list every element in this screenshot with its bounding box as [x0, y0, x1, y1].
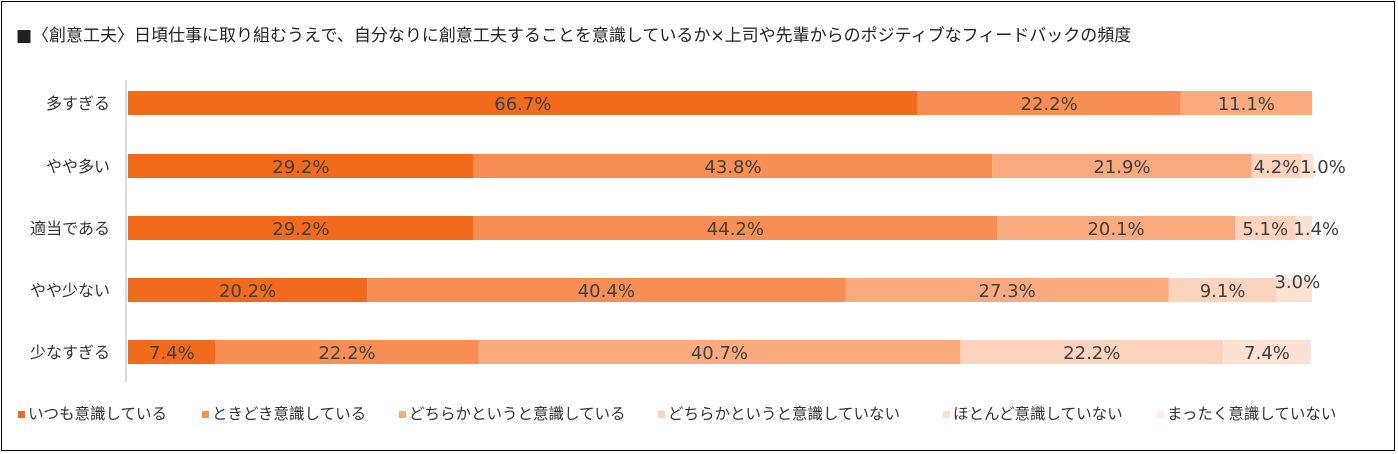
data-label: 29.2%	[272, 219, 329, 240]
bar-segment	[128, 91, 918, 115]
data-label: 27.3%	[979, 281, 1036, 302]
bar-segment	[128, 340, 216, 364]
bar-segment	[1223, 340, 1311, 364]
data-label: 20.2%	[219, 281, 276, 302]
data-label: 40.4%	[578, 281, 635, 302]
data-label: 4.2%	[1254, 157, 1300, 178]
legend-swatch	[202, 411, 209, 418]
bar-segment	[1180, 91, 1312, 115]
legend-swatch	[943, 411, 950, 418]
data-label: 7.4%	[1244, 343, 1290, 364]
category-label: やや少ない	[30, 281, 110, 300]
data-label: 66.7%	[494, 94, 551, 115]
bar-segment	[1168, 278, 1277, 302]
data-label: 40.7%	[691, 343, 748, 364]
bar-segment	[128, 278, 368, 302]
legend-label: どちらかというと意識していない	[668, 404, 900, 423]
data-label: 20.1%	[1087, 219, 1144, 240]
data-label: 29.2%	[272, 157, 329, 178]
bar-segment	[960, 340, 1224, 364]
data-label: 22.2%	[318, 343, 375, 364]
bar-segment	[1235, 216, 1296, 240]
legend-label: ほとんど意識していない	[953, 404, 1123, 423]
category-label: 多すぎる	[46, 94, 110, 113]
data-label: 7.4%	[149, 343, 195, 364]
bar-segment	[128, 216, 474, 240]
bar-segment	[1251, 154, 1302, 178]
data-label: 22.2%	[1021, 94, 1078, 115]
category-label: 少なすぎる	[30, 343, 110, 362]
bar-segment	[478, 340, 961, 364]
bar-segment	[845, 278, 1169, 302]
data-label: 43.8%	[704, 157, 761, 178]
bar-segment	[917, 91, 1181, 115]
bar-segment	[1295, 216, 1312, 240]
legend-label: いつも意識している	[28, 404, 167, 423]
data-label: 1.0%	[1300, 157, 1346, 178]
data-labels-layer: 66.7% 22.2% 11.1% 29.2% 43.8% 21.9% 4.2% 1.0% 29…	[149, 94, 1346, 364]
legend: いつも意識している ときどき意識している どちらかというと意識している どちらかという…	[18, 404, 1336, 423]
data-label: 44.2%	[707, 219, 764, 240]
bar-segment	[992, 154, 1252, 178]
bar-segment	[473, 216, 998, 240]
legend-label: どちらかというと意識している	[409, 404, 626, 423]
legend-swatch	[18, 411, 25, 418]
legend-label: ときどき意識している	[212, 404, 366, 423]
legend-label: まったく意識していない	[1167, 404, 1336, 423]
data-label: 1.4%	[1293, 219, 1339, 240]
bar-segment	[367, 278, 846, 302]
bars-layer	[128, 91, 1314, 364]
legend-swatch	[1157, 411, 1164, 418]
data-label: 5.1%	[1242, 219, 1288, 240]
bar-segment	[215, 340, 479, 364]
bar-segment	[1276, 278, 1312, 302]
data-label: 9.1%	[1200, 281, 1246, 302]
bar-segment	[473, 154, 993, 178]
chart-title: ■〈創意工夫〉日頃仕事に取り組むうえで、自分なりに創意工夫することを意識している…	[16, 26, 1132, 46]
data-label: 22.2%	[1063, 343, 1120, 364]
bar-segment	[997, 216, 1236, 240]
category-label: 適当である	[30, 219, 110, 238]
bar-segment	[1301, 154, 1314, 178]
data-label: 11.1%	[1218, 94, 1275, 115]
legend-swatch	[399, 411, 406, 418]
data-label: 21.9%	[1093, 157, 1150, 178]
legend-swatch	[658, 411, 665, 418]
category-label: やや多い	[46, 157, 110, 176]
data-label: 3.0%	[1274, 272, 1320, 293]
bar-segment	[128, 154, 474, 178]
